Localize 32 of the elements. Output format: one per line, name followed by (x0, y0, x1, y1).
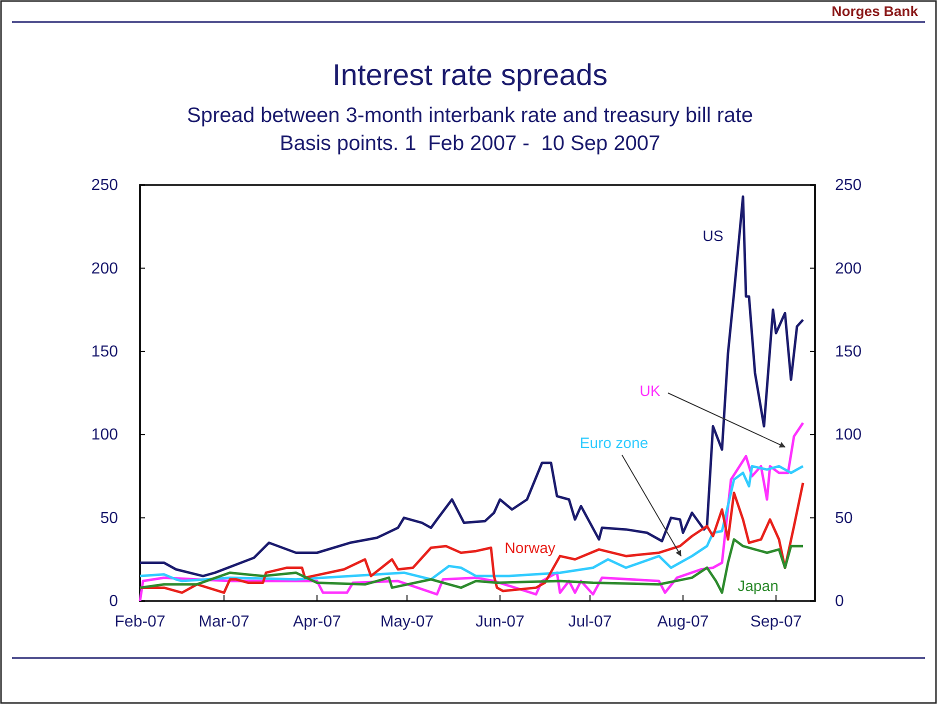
line-series (138, 464, 804, 582)
x-tick-label: Apr-07 (292, 613, 342, 630)
y2-tick-label: 200 (835, 260, 862, 278)
chart-subtitle: Spread between 3-month interbank rate and treasury bill rate Basis points. 1 Feb 2007 - 10 Sep 2007 (186, 104, 754, 155)
y-tick-label: 0 (109, 593, 118, 610)
x-tick-label: Mar-07 (198, 613, 250, 630)
chart-title: Interest rate spreads (332, 59, 608, 92)
line-series (138, 538, 804, 594)
y-tick-label: 200 (91, 260, 118, 278)
series-label: US (702, 228, 724, 245)
text: UK (640, 383, 660, 400)
series-label: Norway (504, 540, 556, 557)
y-tick-label: 100 (91, 426, 118, 444)
y-tick-label: 150 (91, 344, 118, 361)
y-tick-label: 250 (91, 177, 118, 194)
x-tick-label: Jul-07 (568, 613, 612, 630)
x-tick-label: May-07 (380, 613, 434, 630)
series-label: Japan (738, 578, 778, 595)
y2-tick-label: 150 (835, 344, 862, 361)
text: Euro zone (580, 435, 648, 452)
y2-tick-label: 100 (835, 426, 862, 444)
y2-tick-label: 0 (835, 593, 844, 610)
line-series (138, 482, 804, 594)
text: Norges Bank (832, 3, 918, 19)
x-tick-label: Sep-07 (750, 613, 802, 630)
y-tick-label: 50 (100, 510, 118, 527)
y2-tick-label: 250 (835, 177, 862, 194)
x-tick-label: Feb-07 (114, 613, 166, 630)
x-tick-label: Jun-07 (476, 613, 525, 630)
y2-tick-label: 50 (835, 510, 853, 527)
x-tick-label: Aug-07 (657, 613, 709, 630)
line-series (138, 195, 804, 578)
